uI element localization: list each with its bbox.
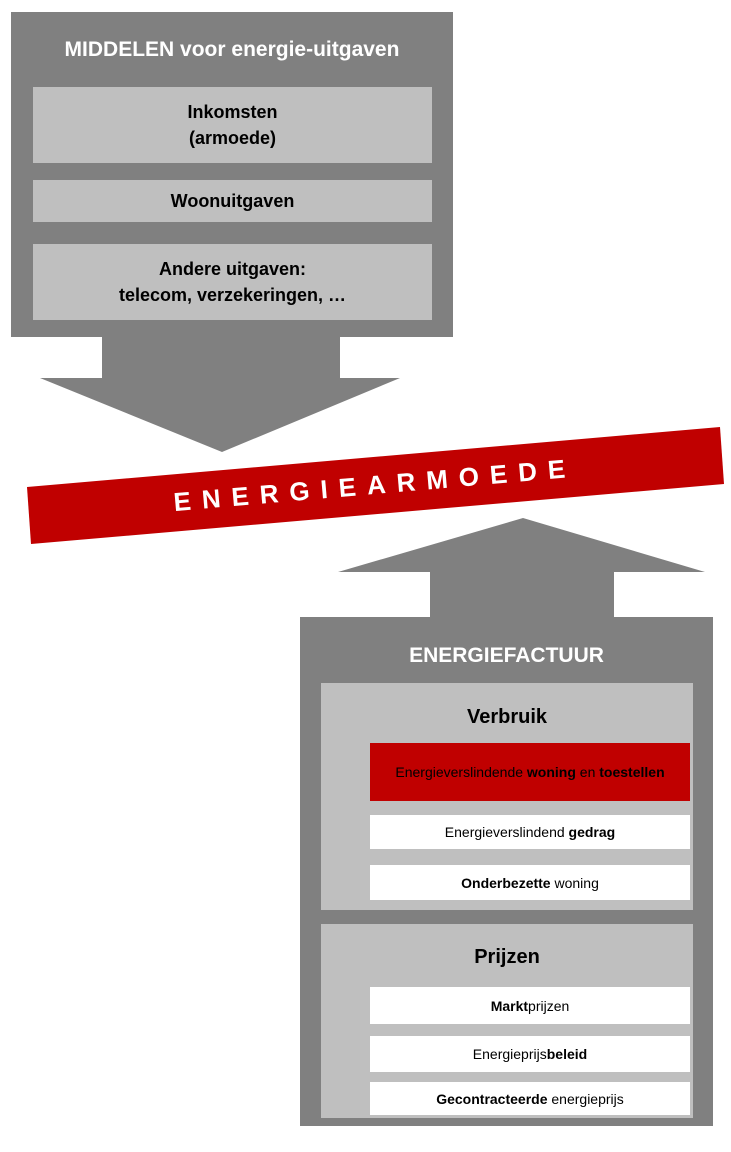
- item-text: Gecontracteerde energieprijs: [436, 1089, 624, 1109]
- text-part: prijzen: [528, 997, 570, 1014]
- text-part: Energieverslindende: [395, 764, 527, 780]
- up-arrow: [338, 518, 705, 618]
- item-text: Marktprijzen: [491, 996, 570, 1016]
- text-part: beleid: [546, 1046, 588, 1062]
- section-item: Gecontracteerde energieprijs: [370, 1082, 690, 1115]
- text-part: Energieprijs: [472, 1046, 547, 1062]
- section-item: Energieverslindende woning en toestellen: [370, 743, 690, 801]
- section-title: Prijzen: [474, 945, 540, 968]
- text-part: Gecontracteerde: [436, 1090, 548, 1107]
- item-text: Onderbezette woning: [461, 873, 599, 893]
- section-title: Verbruik: [466, 705, 548, 728]
- item-text: Energieverslindende woning en toestellen: [395, 762, 664, 782]
- item-line: Andere uitgaven:: [158, 259, 307, 279]
- middelen-item: Andere uitgaven: telecom, verzekeringen, …: [33, 244, 432, 320]
- middelen-title: MIDDELEN voor energie-uitgaven: [64, 38, 400, 61]
- text-part: woning: [526, 764, 576, 780]
- text-part: en: [575, 764, 600, 780]
- text-part: Markt: [490, 997, 529, 1014]
- text-part: Energieverslindend: [444, 824, 569, 840]
- section-item: Marktprijzen: [370, 987, 690, 1024]
- middelen-item: Woonuitgaven: [33, 180, 432, 222]
- text-part: toestellen: [599, 764, 665, 780]
- text-part: gedrag: [568, 824, 616, 840]
- item-line: (armoede): [188, 128, 277, 148]
- middelen-item: Inkomsten (armoede): [33, 87, 432, 163]
- section-item: Onderbezette woning: [370, 865, 690, 900]
- item-text: Energieprijsbeleid: [473, 1044, 587, 1064]
- item-line: telecom, verzekeringen, …: [118, 285, 347, 305]
- item-line: Inkomsten: [187, 102, 278, 122]
- section-item: Energieverslindend gedrag: [370, 815, 690, 849]
- factuur-title: ENERGIEFACTUUR: [409, 644, 604, 667]
- section-item: Energieprijsbeleid: [370, 1036, 690, 1072]
- text-part: energieprijs: [547, 1090, 624, 1107]
- item-line: Woonuitgaven: [170, 191, 295, 211]
- item-text: Energieverslindend gedrag: [445, 822, 615, 842]
- down-arrow: [40, 336, 400, 452]
- banner: [27, 427, 724, 544]
- text-part: Onderbezette: [461, 874, 551, 891]
- text-part: woning: [550, 874, 599, 891]
